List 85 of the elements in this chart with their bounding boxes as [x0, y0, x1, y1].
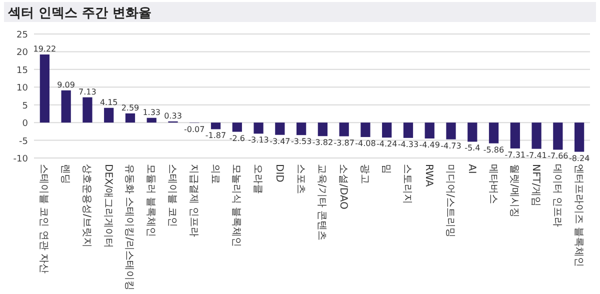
- x-tick-label: 모놀리식 블록체인: [230, 164, 242, 248]
- x-tick-label: 소셜/DAO: [338, 164, 349, 210]
- x-tick-label: 교육/기타 콘텐츠: [316, 164, 328, 241]
- x-tick-label: AI: [466, 164, 477, 174]
- chart-title: 섹터 인덱스 주간 변화율: [7, 6, 152, 21]
- x-tick-label: 스테이블 코인 연관 자산: [38, 164, 50, 274]
- data-label: -4.24: [376, 140, 398, 149]
- x-tick-label: 데이터 인프라: [551, 164, 562, 228]
- bar: [553, 122, 563, 150]
- data-label: -7.66: [548, 152, 568, 161]
- y-tick-label: 0: [22, 119, 28, 130]
- bar: [446, 122, 456, 140]
- data-label: 1.33: [142, 108, 161, 117]
- y-tick-label: -10: [13, 154, 28, 164]
- x-tick-label: 모듈러 블록체인: [145, 164, 156, 238]
- data-label: 4.15: [100, 98, 118, 107]
- data-label: -0.07: [184, 124, 205, 134]
- data-label: -3.82: [312, 138, 334, 148]
- data-label: 0.33: [164, 111, 182, 120]
- data-label: -3.53: [290, 137, 312, 146]
- x-tick-label: 스테이블 코인: [166, 164, 178, 228]
- data-label: -7.41: [526, 150, 547, 160]
- x-tick-label: DEX/애그리게이터: [102, 164, 114, 248]
- y-tick-label: 5: [22, 101, 28, 112]
- bar: [510, 122, 520, 148]
- x-tick-label: 밈: [380, 164, 392, 174]
- bar: [296, 122, 306, 136]
- y-tick-label: 20: [16, 48, 28, 58]
- x-tick-label: 엔터프라이즈 블록체인: [572, 164, 584, 268]
- x-tick-label: 스토리지: [402, 164, 413, 204]
- data-label: -4.73: [440, 141, 462, 150]
- x-tick-label: NFT/게임: [530, 164, 542, 207]
- x-tick-label: 스포츠: [294, 164, 306, 194]
- bar: [82, 97, 92, 123]
- x-tick-label: RWA: [423, 164, 434, 187]
- x-tick-label: 지급결제 인프라: [188, 164, 199, 238]
- x-tick-label: DID: [273, 164, 284, 183]
- data-label: -3.13: [248, 136, 269, 145]
- x-tick-label: 상호운용성/브릿지: [80, 164, 92, 248]
- data-label: -4.08: [355, 139, 376, 148]
- data-label: -7.31: [504, 150, 526, 160]
- bar: [125, 113, 136, 123]
- bar: [254, 122, 264, 134]
- data-label: -5.86: [483, 145, 504, 154]
- bar: [232, 122, 242, 132]
- data-label: -8.24: [568, 154, 590, 163]
- bar: [382, 122, 392, 138]
- bar: [210, 122, 221, 130]
- data-label: -2.6: [229, 134, 245, 143]
- y-tick-label: 25: [16, 30, 28, 40]
- x-tick-label: 의료: [209, 164, 220, 184]
- bar: [146, 118, 156, 123]
- x-tick-label: 광고: [358, 164, 370, 184]
- bar: [61, 90, 71, 123]
- bar: [488, 122, 499, 144]
- bar: [403, 122, 414, 138]
- data-label: 9.09: [57, 80, 75, 90]
- bar: [339, 122, 349, 136]
- y-tick-label: -5: [19, 136, 28, 147]
- data-label: -5.4: [464, 144, 480, 153]
- bar: [275, 122, 285, 135]
- x-tick-label: 오라클: [252, 164, 264, 194]
- data-label: -1.87: [205, 131, 226, 140]
- bar: [424, 122, 434, 138]
- y-tick-label: 10: [16, 84, 28, 94]
- data-label: -4.49: [419, 140, 440, 150]
- x-tick-label: 유동화 스테이킹/리스테이킹: [124, 164, 135, 291]
- data-label: 19.22: [33, 44, 56, 54]
- bar: [574, 122, 584, 152]
- bar: [40, 54, 50, 123]
- data-label: 2.59: [121, 103, 140, 112]
- x-tick-label: 렌딩: [60, 164, 71, 184]
- data-label: -3.87: [334, 138, 354, 148]
- bar: [104, 108, 114, 123]
- bar: [468, 122, 478, 142]
- bar: [532, 122, 542, 149]
- y-tick-label: 15: [16, 66, 28, 76]
- data-label: 7.13: [78, 87, 96, 96]
- bar: [360, 122, 370, 138]
- x-tick-label: 월렛/메시징: [508, 164, 520, 218]
- bar: [318, 122, 328, 136]
- data-label: -4.33: [398, 140, 419, 149]
- x-tick-label: 미디어/스트리밍: [444, 164, 456, 238]
- x-tick-label: 메타버스: [487, 164, 498, 204]
- data-label: -3.47: [270, 136, 290, 146]
